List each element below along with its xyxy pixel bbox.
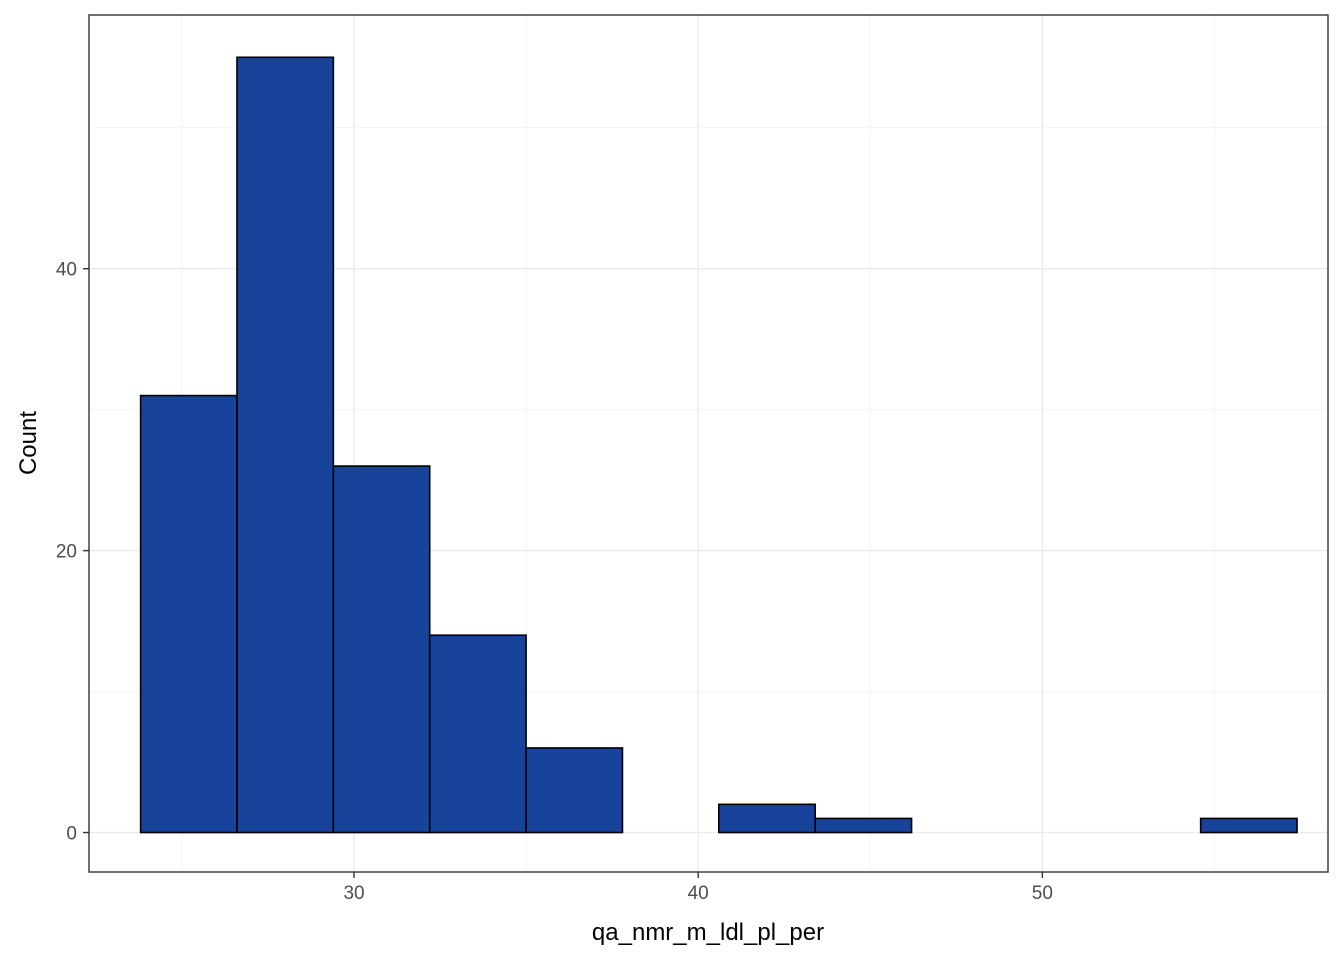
x-tick-label: 30 xyxy=(343,883,364,904)
histogram-bar-7 xyxy=(718,803,816,834)
axis-ticks: 30 40 50 0 20 40 xyxy=(56,260,1053,904)
histogram-bar-5 xyxy=(525,747,624,834)
y-tick-label: 20 xyxy=(56,542,77,563)
y-tick-label: 40 xyxy=(56,260,77,281)
histogram-bar-3 xyxy=(332,465,431,834)
histogram-bar-1 xyxy=(139,394,238,834)
x-axis-title: qa_nmr_m_ldl_pl_per xyxy=(592,919,824,946)
histogram-bar-12 xyxy=(1199,817,1298,834)
histogram-bars xyxy=(139,56,1298,834)
x-tick-label: 50 xyxy=(1032,883,1053,904)
y-tick-label: 0 xyxy=(66,824,77,845)
panel-border xyxy=(88,14,1329,873)
x-tick-label: 40 xyxy=(688,883,709,904)
y-axis-title: Count xyxy=(15,411,42,475)
histogram-bar-8 xyxy=(814,817,913,834)
histogram-bar-4 xyxy=(428,634,527,834)
histogram-bar-2 xyxy=(236,56,335,834)
